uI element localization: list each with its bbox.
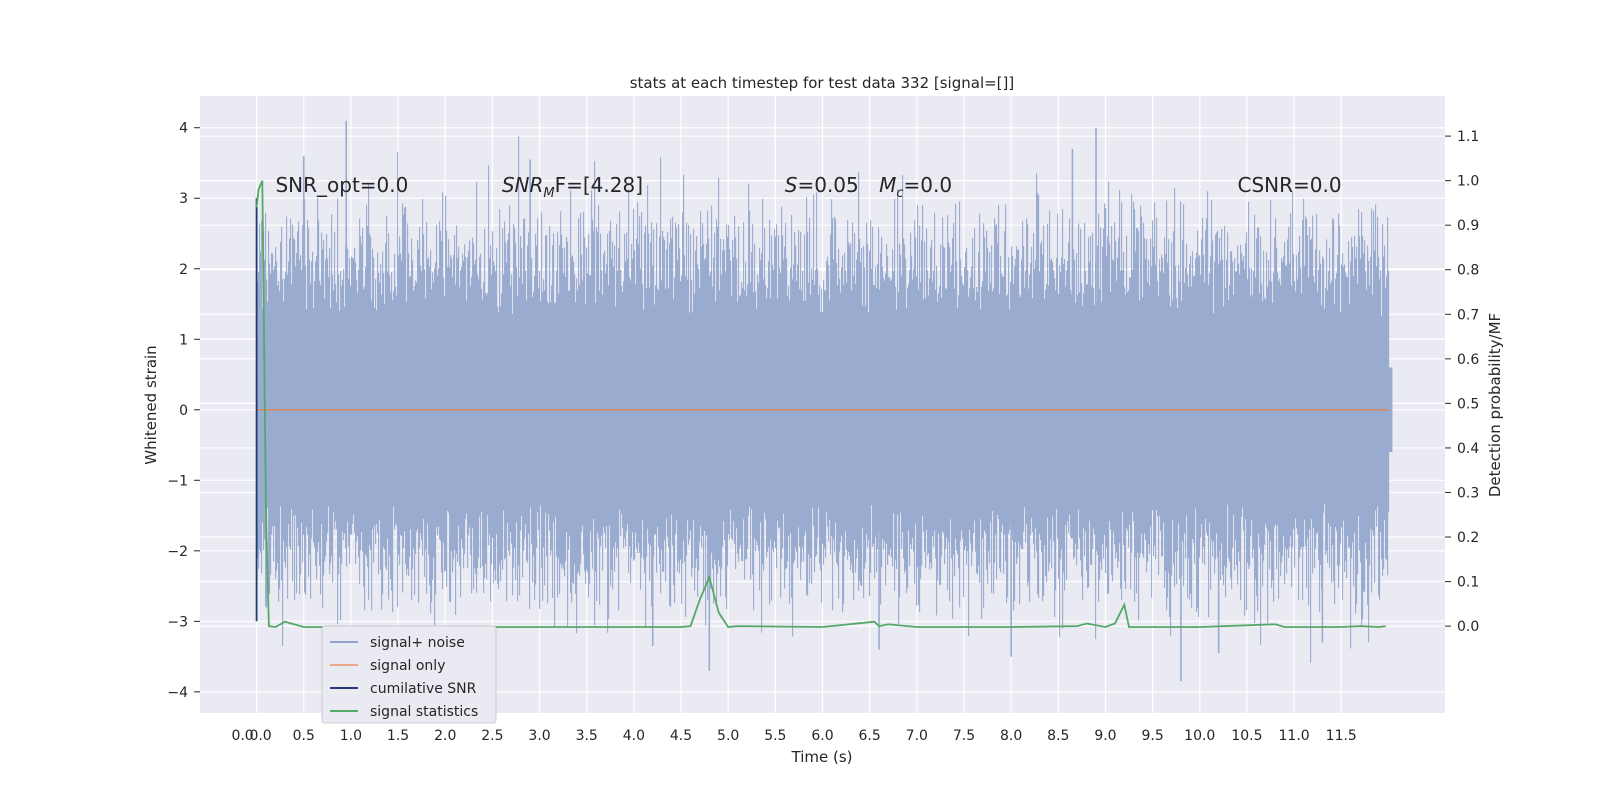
- y2-tick-label: 0.0: [1457, 619, 1479, 635]
- x-tick-label: 9.0: [1094, 728, 1116, 744]
- y2-tick-label: 0.1: [1457, 575, 1479, 591]
- x-tick-label: 1.5: [387, 728, 409, 744]
- y-tick-label: 1: [179, 332, 188, 348]
- x-tick-label: 3.5: [576, 728, 598, 744]
- x-tick-label: 0.5: [293, 728, 315, 744]
- y2-tick-label: 0.7: [1457, 307, 1479, 323]
- annotation: Mc=0.0: [879, 173, 952, 201]
- legend-label: signal+ noise: [370, 635, 465, 651]
- x-tick-label: 0.0: [249, 728, 271, 744]
- x-axis: 0.00.0 0.5 1.0 1.5 2.0 2.5 3.0 3.5 4.0 4.5 5.0 5.5 6…: [231, 728, 1356, 744]
- x-tick-label: 7.5: [953, 728, 975, 744]
- y2-tick-label: 1.1: [1457, 129, 1479, 145]
- x-tick-label: 4.5: [670, 728, 692, 744]
- x-tick-label: 4.0: [623, 728, 645, 744]
- x-tick-label: 6.0: [811, 728, 833, 744]
- x-tick-label: 10.5: [1231, 728, 1262, 744]
- legend: signal+ noise signal only cumilative SNR si…: [321, 625, 497, 724]
- y-tick-label: 3: [179, 191, 188, 207]
- x-tick-label: 11.0: [1279, 728, 1310, 744]
- legend-item-signal-noise: signal+ noise: [330, 635, 465, 651]
- x-tick-label: 1.0: [340, 728, 362, 744]
- x-axis-label: Time (s): [791, 748, 853, 766]
- annotation: SNRMF=[4.28]: [502, 173, 643, 201]
- x-tick-label: 9.5: [1141, 728, 1163, 744]
- annotation: S=0.05: [785, 173, 859, 197]
- legend-label: signal statistics: [370, 704, 478, 720]
- y-axis: −4 −3 −2 −1 0 1 2 3 4: [167, 121, 200, 701]
- signal-statistics-line: [255, 180, 1386, 628]
- y-axis-label: Whitened strain: [142, 345, 160, 464]
- legend-label: cumilative SNR: [370, 681, 477, 697]
- x-tick-label: 6.5: [859, 728, 881, 744]
- chart-title: stats at each timestep for test data 332…: [630, 74, 1015, 92]
- y2-tick-label: 0.9: [1457, 218, 1479, 234]
- legend-item-cumilative-snr: cumilative SNR: [330, 681, 477, 697]
- x-tick-label: 8.0: [1000, 728, 1022, 744]
- x-tick-label: 3.0: [528, 728, 550, 744]
- y-tick-label: 0: [179, 403, 188, 419]
- x-tick-label: 11.5: [1326, 728, 1357, 744]
- noise-tail: [1388, 367, 1393, 453]
- y2-tick-label: 1.0: [1457, 174, 1479, 190]
- x-tick-label: 0.0: [231, 728, 253, 744]
- x-tick-label: 2.5: [481, 728, 503, 744]
- y-tick-label: −1: [167, 473, 188, 489]
- annotations: SNR_opt=0.0 SNRMF=[4.28] S=0.05 Mc=0.0 CSNR=…: [275, 173, 1341, 201]
- y2-tick-label: 0.8: [1457, 263, 1479, 279]
- y2-axis-label: Detection probability/MF: [1486, 313, 1504, 497]
- annotation: SNR_opt=0.0: [275, 173, 408, 197]
- y2-tick-label: 0.6: [1457, 352, 1479, 368]
- legend-label: signal only: [370, 658, 445, 674]
- y2-tick-label: 0.3: [1457, 485, 1479, 501]
- y2-tick-label: 0.2: [1457, 530, 1479, 546]
- x-tick-label: 2.0: [434, 728, 456, 744]
- annotation: CSNR=0.0: [1238, 173, 1342, 197]
- x-tick-label: 5.5: [764, 728, 786, 744]
- y2-tick-label: 0.5: [1457, 396, 1479, 412]
- y-tick-label: −3: [167, 614, 188, 630]
- legend-box: [321, 625, 497, 724]
- legend-item-signal-statistics: signal statistics: [330, 704, 478, 720]
- y-tick-label: −4: [167, 685, 188, 701]
- y2-axis: 0.0 0.1 0.2 0.3 0.4 0.5 0.6 0.7 0.8 0.9 1.0 1.1: [1445, 129, 1479, 635]
- x-tick-label: 7.0: [906, 728, 928, 744]
- x-tick-label: 10.0: [1184, 728, 1215, 744]
- legend-item-signal-only: signal only: [330, 658, 445, 674]
- x-tick-label: 5.0: [717, 728, 739, 744]
- series-lines: [255, 180, 1389, 628]
- y-tick-label: −2: [167, 544, 188, 560]
- x-tick-label: 8.5: [1047, 728, 1069, 744]
- y-tick-label: 4: [179, 121, 188, 137]
- y2-tick-label: 0.4: [1457, 441, 1479, 457]
- y-tick-label: 2: [179, 262, 188, 278]
